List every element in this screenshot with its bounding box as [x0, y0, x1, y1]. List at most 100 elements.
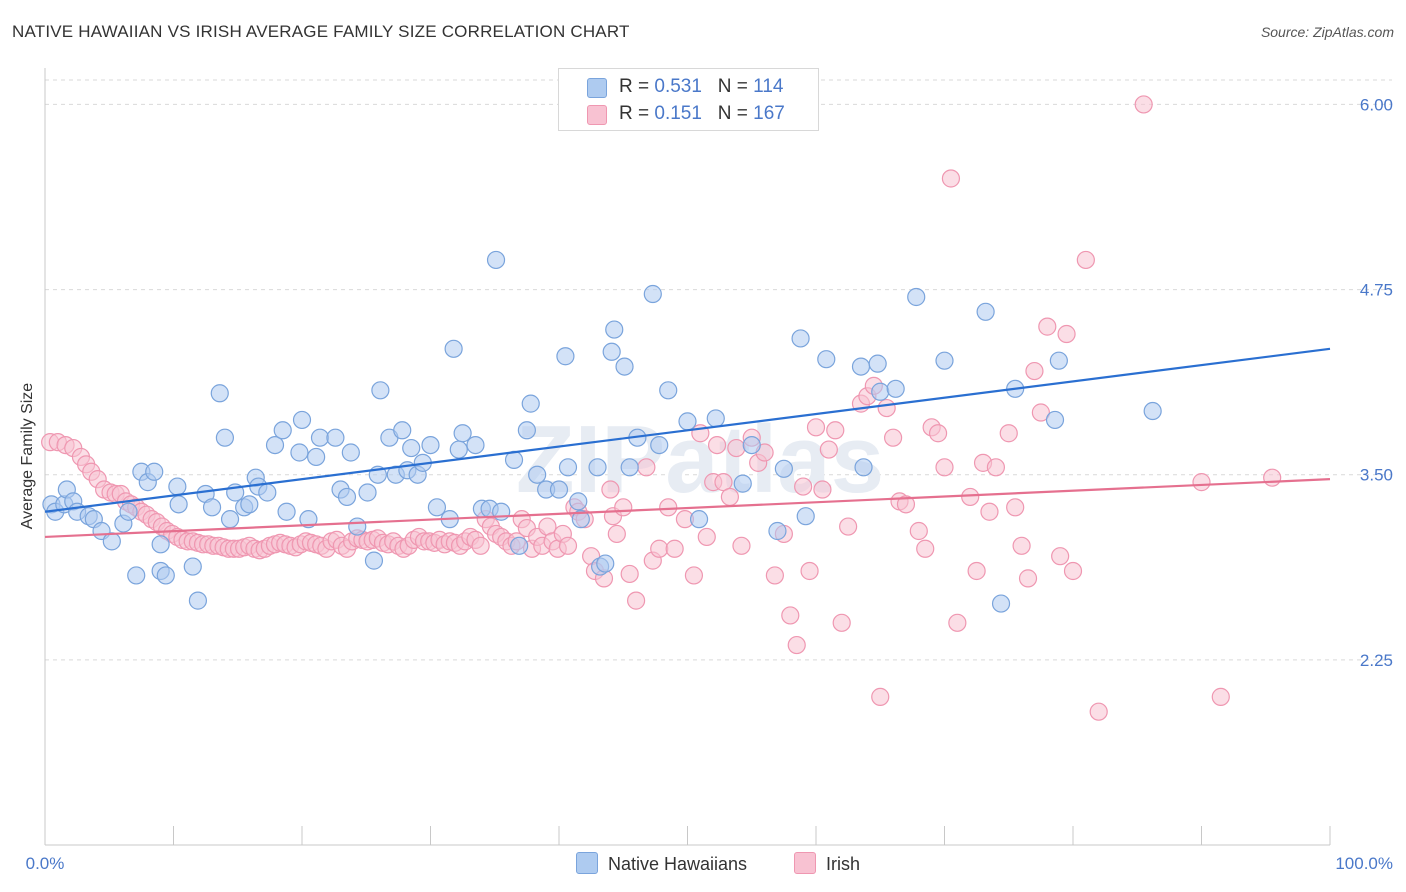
source-label: Source: ZipAtlas.com	[1260, 24, 1394, 40]
data-point	[556, 347, 575, 366]
data-point	[602, 342, 621, 361]
legend-swatch-pink	[794, 852, 816, 874]
irish-trend-line	[44, 478, 1331, 539]
data-point	[839, 517, 858, 536]
data-point	[1143, 401, 1162, 421]
data-point	[486, 250, 506, 270]
x-tick-label: 0.0%	[26, 854, 65, 873]
data-point	[1049, 351, 1068, 370]
data-point	[277, 502, 296, 521]
data-point	[1211, 687, 1230, 706]
data-point	[896, 495, 916, 514]
bottom-legend-irish[interactable]: Irish	[794, 852, 860, 875]
data-point	[774, 459, 793, 478]
legend-n-label: N =	[717, 103, 748, 124]
data-point	[1051, 547, 1070, 566]
data-point	[596, 554, 615, 573]
data-point	[727, 438, 746, 458]
data-point	[909, 521, 928, 541]
data-point	[449, 440, 468, 459]
y-tick-labels: 2.25 3.50 4.75 6.00	[1360, 95, 1393, 669]
data-point	[665, 539, 684, 558]
data-point	[427, 498, 447, 517]
data-point	[240, 495, 259, 514]
data-point	[871, 687, 890, 706]
legend-r-value: 0.151	[654, 103, 702, 124]
data-point	[886, 379, 905, 398]
data-point	[935, 351, 954, 370]
x-tick-label: 100.0%	[1335, 854, 1393, 873]
data-point	[643, 284, 662, 304]
data-point	[119, 502, 138, 521]
axes	[44, 68, 1331, 846]
data-point	[168, 477, 187, 496]
data-point	[188, 591, 208, 610]
data-point	[326, 428, 345, 447]
data-point	[471, 536, 490, 555]
data-point	[817, 350, 836, 369]
data-point	[183, 557, 202, 576]
native-hawaiian-trend-line	[44, 347, 1331, 513]
legend-r-label: R =	[619, 103, 650, 124]
data-point	[444, 339, 463, 358]
data-point	[941, 169, 961, 188]
data-point	[558, 458, 578, 477]
data-point	[765, 566, 784, 585]
data-point	[258, 483, 277, 502]
data-point	[620, 564, 639, 584]
data-point	[371, 381, 390, 400]
data-point	[1006, 498, 1025, 517]
data-point	[1045, 410, 1065, 430]
data-point	[806, 418, 826, 437]
data-point	[787, 635, 806, 655]
legend-swatch-blue	[587, 78, 607, 98]
data-point	[614, 498, 633, 517]
data-point	[928, 424, 948, 443]
data-point	[986, 458, 1006, 477]
data-point	[678, 412, 697, 431]
y-tick-label: 6.00	[1360, 95, 1393, 114]
data-point	[601, 480, 620, 499]
data-point	[620, 458, 639, 477]
data-point	[510, 536, 529, 555]
data-point	[521, 394, 540, 413]
grid-lines	[45, 79, 1392, 661]
irish-points	[41, 95, 1282, 721]
data-point	[364, 551, 384, 570]
data-point	[706, 409, 725, 428]
data-point	[650, 435, 669, 455]
data-point	[967, 561, 986, 581]
y-tick-label: 3.50	[1360, 466, 1393, 485]
data-point	[337, 487, 357, 507]
data-point	[558, 536, 578, 555]
data-point	[615, 357, 634, 376]
data-point	[402, 438, 421, 458]
data-point	[871, 382, 890, 401]
data-point	[1038, 317, 1057, 336]
bottom-legend-native-hawaiians[interactable]: Native Hawaiians	[576, 852, 747, 875]
chart-title: NATIVE HAWAIIAN VS IRISH AVERAGE FAMILY …	[12, 22, 630, 41]
data-point	[796, 507, 815, 526]
data-point	[156, 566, 175, 585]
data-point	[791, 329, 810, 348]
data-point	[1018, 569, 1038, 588]
data-point	[220, 510, 240, 529]
data-point	[1089, 702, 1108, 721]
bottom-legend-label: Native Hawaiians	[608, 854, 748, 874]
data-point	[393, 421, 412, 440]
data-point	[916, 539, 935, 558]
legend-n-value: 114	[753, 76, 784, 97]
data-point	[991, 594, 1011, 613]
data-point	[626, 591, 646, 610]
data-point	[826, 421, 845, 440]
data-point	[800, 561, 819, 581]
data-point	[733, 474, 752, 493]
data-point	[169, 495, 188, 514]
trend-lines	[44, 347, 1331, 539]
bottom-legend-label: Irish	[826, 854, 861, 874]
data-point	[1076, 250, 1095, 270]
data-point	[948, 613, 967, 632]
y-tick-label: 2.25	[1360, 651, 1393, 670]
data-point	[273, 421, 292, 440]
data-point	[935, 458, 954, 477]
